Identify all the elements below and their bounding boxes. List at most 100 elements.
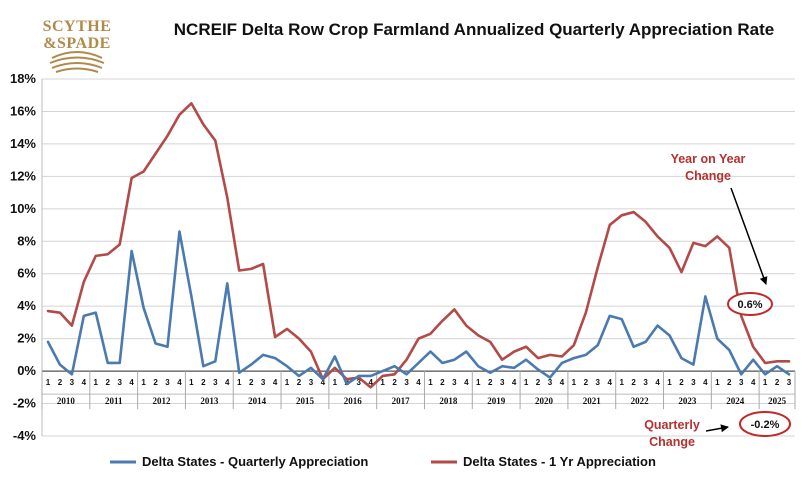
x-quarter-label: 3 — [643, 378, 648, 387]
x-year-label: 2010 — [57, 396, 76, 406]
x-quarter-label: 3 — [117, 378, 122, 387]
x-quarter-label: 4 — [655, 378, 660, 387]
y-tick-label: -2% — [13, 396, 37, 411]
logo-line1: SCYTHE — [43, 18, 112, 35]
x-quarter-label: 3 — [309, 378, 314, 387]
x-year-label: 2025 — [768, 396, 787, 406]
x-quarter-label: 3 — [596, 378, 601, 387]
x-quarter-label: 1 — [333, 378, 338, 387]
x-quarter-label: 4 — [368, 378, 373, 387]
legend: Delta States - Quarterly Appreciation De… — [110, 454, 656, 469]
y-tick-label: 4% — [17, 298, 36, 313]
x-quarter-label: 3 — [165, 378, 170, 387]
x-quarter-label: 1 — [141, 378, 146, 387]
x-quarter-label: 4 — [464, 378, 469, 387]
x-quarter-label: 4 — [512, 378, 517, 387]
x-quarter-label: 1 — [428, 378, 433, 387]
y-tick-label: 12% — [10, 168, 36, 183]
x-quarter-label: 4 — [703, 378, 708, 387]
x-quarter-label: 1 — [94, 378, 99, 387]
x-quarter-label: 4 — [82, 378, 87, 387]
quarterly-label-line1: Quarterly — [644, 418, 700, 432]
x-quarter-label: 2 — [631, 378, 636, 387]
y-tick-label: 8% — [17, 233, 36, 248]
x-quarter-label: 2 — [153, 378, 158, 387]
x-quarter-label: 3 — [261, 378, 266, 387]
y-tick-label: 16% — [10, 103, 36, 118]
x-year-label: 2013 — [200, 396, 219, 406]
x-quarter-label: 4 — [177, 378, 182, 387]
quarterly-value: -0.2% — [751, 419, 780, 431]
x-year-label: 2011 — [105, 396, 123, 406]
x-quarter-label: 2 — [440, 378, 445, 387]
x-quarter-label: 3 — [404, 378, 409, 387]
x-quarter-label: 4 — [225, 378, 230, 387]
x-quarter-label: 2 — [584, 378, 589, 387]
x-quarter-label: 3 — [548, 378, 553, 387]
annotation-yoy: Year on Year Change 0.6% — [671, 152, 773, 316]
logo: SCYTHE &SPADE — [43, 18, 112, 73]
x-quarter-label: 1 — [476, 378, 481, 387]
y-axis-ticks: -4% -2% 0% 2% 4% 6% 8% 10% 12% 14% 16% 18% — [10, 71, 36, 443]
x-year-label: 2020 — [535, 396, 554, 406]
y-tick-label: 2% — [17, 331, 36, 346]
x-quarter-label: 1 — [715, 378, 720, 387]
quarterly-arrow — [705, 424, 729, 433]
quarterly-value-circle — [739, 411, 791, 437]
logo-line2: &SPADE — [43, 35, 111, 52]
x-year-label: 2024 — [726, 396, 745, 406]
x-quarter-label: 3 — [213, 378, 218, 387]
yoy-arrow — [730, 187, 768, 285]
x-quarter-label: 1 — [380, 378, 385, 387]
chart-title: NCREIF Delta Row Crop Farmland Annualize… — [174, 20, 774, 39]
x-quarter-label: 1 — [237, 378, 242, 387]
x-quarter-label: 4 — [751, 378, 756, 387]
x-quarter-label: 4 — [416, 378, 421, 387]
x-year-label: 2019 — [487, 396, 506, 406]
x-year-label: 2014 — [248, 396, 267, 406]
x-quarter-label: 1 — [619, 378, 624, 387]
x-quarter-label: 1 — [46, 378, 51, 387]
yoy-label-line1: Year on Year — [671, 152, 746, 166]
y-tick-label: 14% — [10, 136, 36, 151]
x-quarter-label: 2 — [249, 378, 254, 387]
series-lines — [46, 102, 791, 389]
x-quarter-label: 2 — [775, 378, 780, 387]
x-quarter-label: 2 — [392, 378, 397, 387]
x-quarter-label: 2 — [297, 378, 302, 387]
x-quarter-label: 2 — [679, 378, 684, 387]
x-quarter-label: 1 — [189, 378, 194, 387]
series-yearly-line — [46, 102, 791, 389]
x-year-label: 2012 — [153, 396, 172, 406]
x-year-label: 2023 — [678, 396, 697, 406]
x-quarter-label: 3 — [787, 378, 792, 387]
legend-label-yearly: Delta States - 1 Yr Appreciation — [463, 454, 656, 469]
x-quarter-label: 1 — [667, 378, 672, 387]
x-year-label: 2018 — [439, 396, 458, 406]
x-quarter-label: 1 — [285, 378, 290, 387]
y-tick-label: 18% — [10, 71, 36, 86]
series-quarterly-line — [46, 230, 791, 386]
x-quarter-label: 4 — [608, 378, 613, 387]
yoy-value: 0.6% — [737, 299, 762, 311]
x-quarter-label: 1 — [524, 378, 529, 387]
y-tick-label: 10% — [10, 201, 36, 216]
x-quarter-label: 2 — [536, 378, 541, 387]
x-quarter-label: 2 — [106, 378, 111, 387]
x-year-label: 2021 — [583, 396, 602, 406]
x-quarter-label: 2 — [488, 378, 493, 387]
y-tick-label: 6% — [17, 266, 36, 281]
x-year-label: 2017 — [392, 396, 411, 406]
x-year-label: 2016 — [344, 396, 363, 406]
y-tick-label: 0% — [17, 363, 36, 378]
x-quarter-label: 2 — [201, 378, 206, 387]
yoy-label-line2: Change — [685, 169, 731, 183]
x-quarter-label: 4 — [129, 378, 134, 387]
y-tick-label: -4% — [13, 428, 37, 443]
x-quarter-label: 3 — [500, 378, 505, 387]
x-quarter-label: 3 — [739, 378, 744, 387]
x-quarter-label: 4 — [321, 378, 326, 387]
x-quarter-label: 2 — [727, 378, 732, 387]
